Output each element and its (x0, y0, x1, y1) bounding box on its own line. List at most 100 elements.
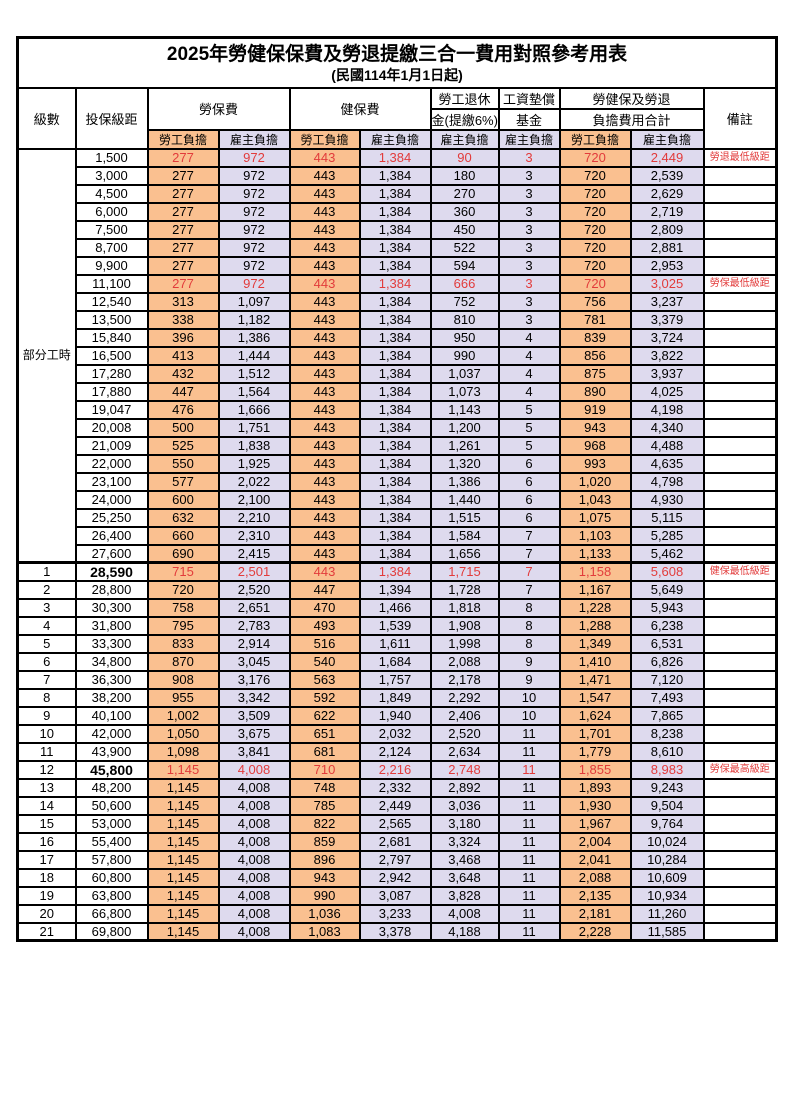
cell-health-employee: 592 (288, 687, 361, 708)
cell-remark (702, 597, 778, 618)
table-row: 18 60,800 1,145 4,008 943 2,942 3,648 11 2,088 10… (16, 867, 778, 888)
cell-health-employer: 1,384 (358, 435, 432, 456)
cell-bracket: 60,800 (74, 867, 149, 888)
cell-labor-employee: 955 (146, 687, 220, 708)
cell-health-employee: 859 (288, 831, 361, 852)
cell-bracket: 22,000 (74, 453, 149, 474)
cell-health-employee: 1,083 (288, 921, 361, 942)
cell-labor-employee: 277 (146, 147, 220, 168)
subheader-total-employer: 雇主負擔 (629, 128, 705, 150)
cell-labor-employee: 277 (146, 183, 220, 204)
cell-total-employee: 1,167 (558, 579, 632, 600)
cell-pension-employer: 752 (429, 291, 500, 312)
cell-pension-employer: 1,715 (429, 561, 500, 582)
cell-labor-employee: 1,145 (146, 777, 220, 798)
cell-wage-fund-employer: 10 (497, 687, 561, 708)
table-row: 13 48,200 1,145 4,008 748 2,332 2,892 11 1,893 9,… (16, 777, 778, 798)
cell-health-employee: 443 (288, 399, 361, 420)
cell-health-employer: 2,565 (358, 813, 432, 834)
cell-remark (702, 831, 778, 852)
cell-health-employer: 1,384 (358, 489, 432, 510)
cell-total-employer: 4,798 (629, 471, 705, 492)
cell-wage-fund-employer: 8 (497, 597, 561, 618)
cell-total-employee: 1,288 (558, 615, 632, 636)
cell-remark (702, 903, 778, 924)
cell-health-employer: 1,384 (358, 381, 432, 402)
cell-total-employer: 3,025 (629, 273, 705, 294)
cell-labor-employee: 1,145 (146, 867, 220, 888)
cell-level: 18 (16, 867, 77, 888)
cell-health-employer: 1,384 (358, 309, 432, 330)
table-row: 16 55,400 1,145 4,008 859 2,681 3,324 11 2,004 10… (16, 831, 778, 852)
cell-health-employee: 622 (288, 705, 361, 726)
cell-wage-fund-employer: 11 (497, 831, 561, 852)
cell-level: 21 (16, 921, 77, 942)
cell-level: 13 (16, 777, 77, 798)
cell-total-employer: 2,719 (629, 201, 705, 222)
cell-bracket: 20,008 (74, 417, 149, 438)
cell-remark (702, 633, 778, 654)
cell-pension-employer: 2,292 (429, 687, 500, 708)
cell-total-employer: 3,937 (629, 363, 705, 384)
cell-remark (702, 795, 778, 816)
cell-labor-employee: 277 (146, 165, 220, 186)
cell-labor-employer: 2,415 (217, 543, 291, 564)
cell-health-employee: 651 (288, 723, 361, 744)
cell-wage-fund-employer: 3 (497, 165, 561, 186)
cell-health-employee: 443 (288, 183, 361, 204)
table-row: 9,900 277 972 443 1,384 594 3 720 2,953 (18, 255, 778, 276)
cell-health-employer: 1,849 (358, 687, 432, 708)
cell-health-employer: 1,384 (358, 291, 432, 312)
cell-remark (702, 867, 778, 888)
cell-remark (702, 345, 778, 366)
cell-pension-employer: 90 (429, 147, 500, 168)
cell-health-employer: 1,384 (358, 219, 432, 240)
table-row: 7,500 277 972 443 1,384 450 3 720 2,809 (18, 219, 778, 240)
cell-total-employer: 3,379 (629, 309, 705, 330)
cell-wage-fund-employer: 3 (497, 219, 561, 240)
table-row: 21,009 525 1,838 443 1,384 1,261 5 968 4,488 (18, 435, 778, 456)
cell-wage-fund-employer: 3 (497, 183, 561, 204)
cell-pension-employer: 666 (429, 273, 500, 294)
cell-bracket: 36,300 (74, 669, 149, 690)
cell-labor-employer: 3,342 (217, 687, 291, 708)
table-row: 15,840 396 1,386 443 1,384 950 4 839 3,724 (18, 327, 778, 348)
cell-labor-employee: 1,145 (146, 885, 220, 906)
cell-total-employer: 9,764 (629, 813, 705, 834)
cell-pension-employer: 1,998 (429, 633, 500, 654)
table-row: 19,047 476 1,666 443 1,384 1,143 5 919 4,198 (18, 399, 778, 420)
cell-remark (702, 507, 778, 528)
cell-remark (702, 543, 778, 564)
cell-pension-employer: 2,088 (429, 651, 500, 672)
col-header-wage-fund-top: 工資墊償 (497, 86, 561, 110)
cell-labor-employer: 4,008 (217, 813, 291, 834)
cell-labor-employee: 1,145 (146, 921, 220, 942)
table-row: 25,250 632 2,210 443 1,384 1,515 6 1,075 5,115 (18, 507, 778, 528)
cell-health-employee: 748 (288, 777, 361, 798)
cell-health-employer: 1,384 (358, 525, 432, 546)
table-title-cell: 2025年勞健保保費及勞退提繳三合一費用對照參考用表 (民國114年1月1日起) (16, 36, 778, 89)
cell-total-employer: 7,493 (629, 687, 705, 708)
cell-bracket: 48,200 (74, 777, 149, 798)
cell-bracket: 63,800 (74, 885, 149, 906)
cell-bracket: 28,590 (74, 561, 149, 582)
table-row: 15 53,000 1,145 4,008 822 2,565 3,180 11 1,967 9,… (16, 813, 778, 834)
cell-health-employee: 443 (288, 165, 361, 186)
subheader-health-employee: 勞工負擔 (288, 128, 361, 150)
cell-health-employer: 3,087 (358, 885, 432, 906)
table-row: 10 42,000 1,050 3,675 651 2,032 2,520 11 1,701 8,… (16, 723, 778, 744)
cell-health-employer: 2,942 (358, 867, 432, 888)
cell-labor-employer: 3,509 (217, 705, 291, 726)
cell-pension-employer: 1,584 (429, 525, 500, 546)
cell-labor-employee: 277 (146, 201, 220, 222)
cell-total-employee: 1,133 (558, 543, 632, 564)
cell-total-employee: 1,624 (558, 705, 632, 726)
cell-remark (702, 669, 778, 690)
cell-remark (702, 435, 778, 456)
cell-wage-fund-employer: 3 (497, 309, 561, 330)
premium-reference-table: 2025年勞健保保費及勞退提繳三合一費用對照參考用表 (民國114年1月1日起)… (16, 36, 779, 942)
table-row: 6,000 277 972 443 1,384 360 3 720 2,719 (18, 201, 778, 222)
cell-labor-employee: 432 (146, 363, 220, 384)
table-row: 14 50,600 1,145 4,008 785 2,449 3,036 11 1,930 9,… (16, 795, 778, 816)
cell-labor-employee: 833 (146, 633, 220, 654)
